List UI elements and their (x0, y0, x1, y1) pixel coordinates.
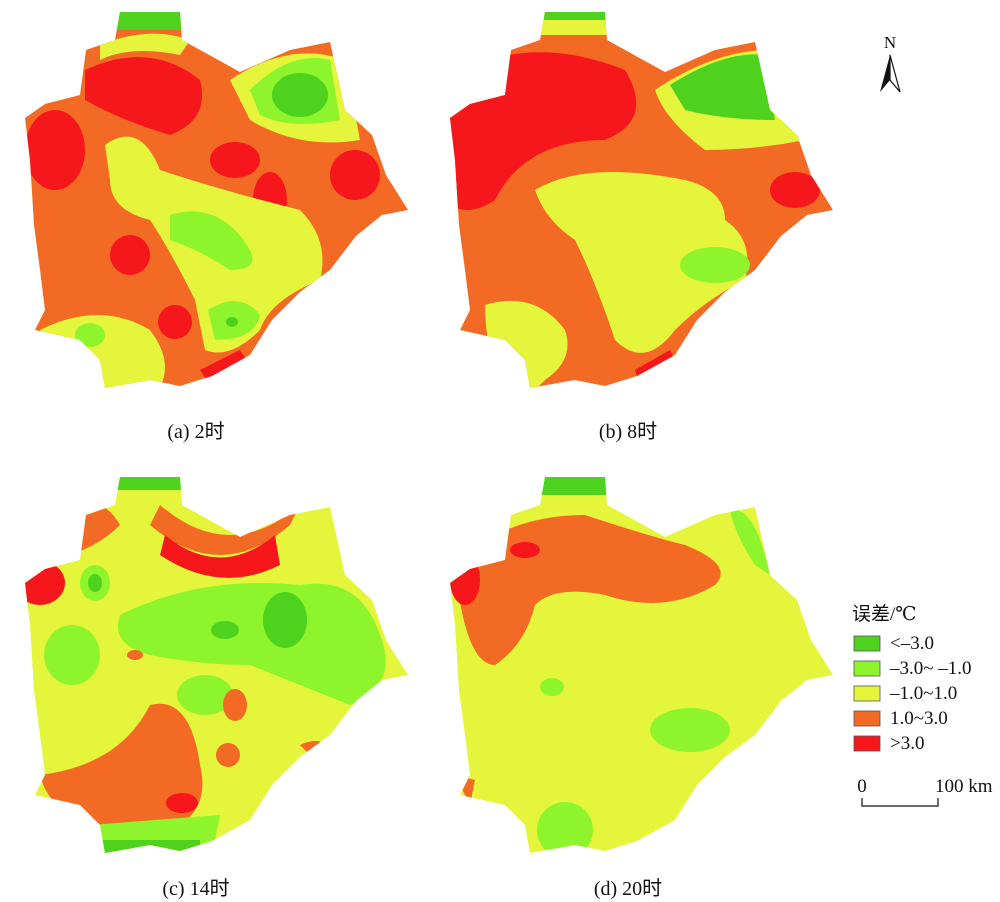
legend-swatch (853, 710, 881, 727)
legend-swatch (853, 685, 881, 702)
north-label: N (884, 33, 896, 52)
scale-end: 100 km (935, 776, 993, 797)
legend-label: >3.0 (890, 733, 924, 754)
legend-label: <–3.0 (890, 633, 934, 654)
scale-start: 0 (857, 776, 867, 797)
legend-swatch (853, 635, 881, 652)
panel-label: (d) 20时 (594, 877, 662, 900)
legend: 误差/℃ <–3.0 –3.0~ –1.0 –1.0~1.0 1.0~3.0 >3.0 (852, 603, 972, 754)
legend-swatch (853, 735, 881, 752)
map-c (25, 477, 408, 853)
legend-label: –1.0~1.0 (889, 683, 957, 704)
legend-swatch (853, 660, 881, 677)
panel-label: (c) 14时 (162, 877, 229, 900)
map-a (25, 12, 408, 388)
map-b (450, 12, 833, 388)
legend-label: 1.0~3.0 (890, 708, 948, 729)
panel-label: (a) 2时 (167, 420, 224, 443)
legend-title: 误差/℃ (852, 603, 917, 625)
north-arrow: N (880, 33, 901, 93)
map-d (450, 477, 833, 853)
scale-bar: 0 100 km (857, 776, 993, 807)
legend-label: –3.0~ –1.0 (889, 658, 972, 679)
panel-label: (b) 8时 (599, 420, 657, 443)
